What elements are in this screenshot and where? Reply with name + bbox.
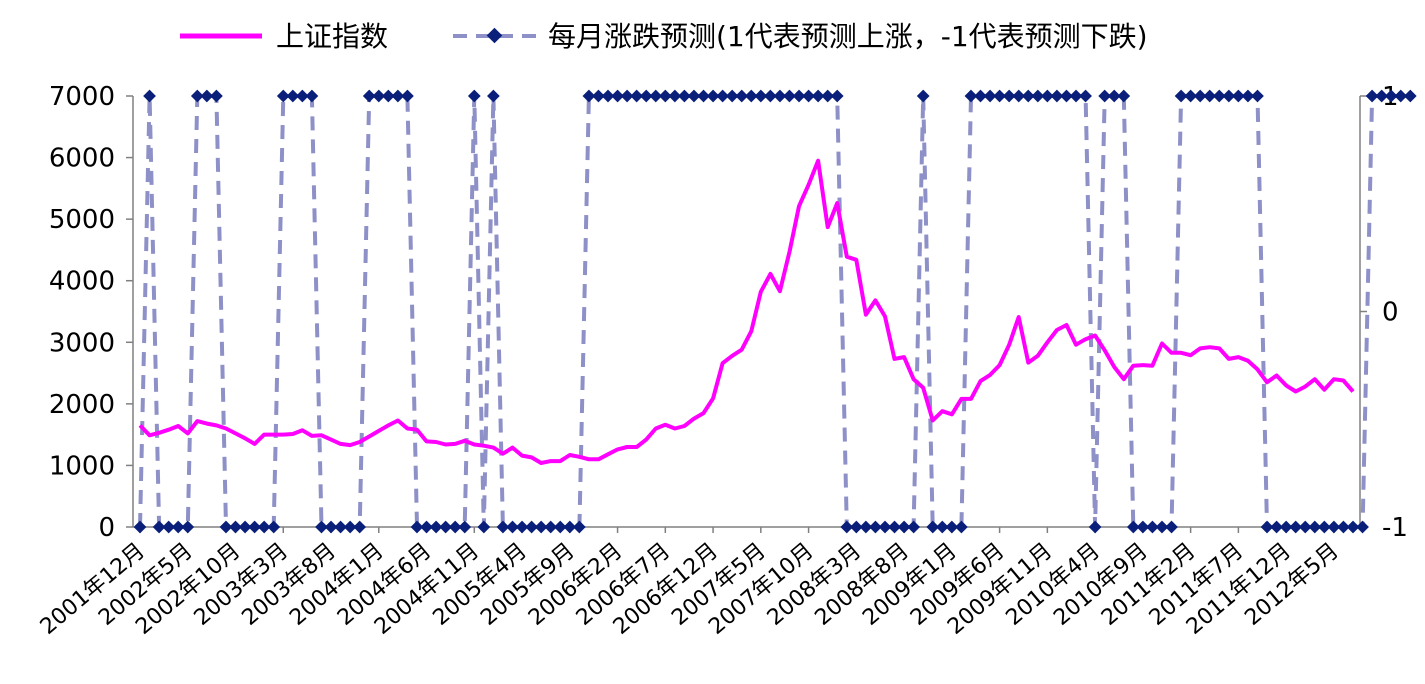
left-tick-label: 3000: [49, 328, 115, 358]
prediction-point: [1079, 89, 1092, 103]
prediction-series: [133, 89, 1417, 534]
left-tick-label: 0: [98, 513, 115, 543]
prediction-point: [572, 520, 586, 534]
x-axis-ticks: 2001年12月2002年5月2002年10月2003年3月2003年8月200…: [36, 527, 1344, 640]
prediction-point: [916, 89, 930, 103]
left-axis-ticks: 0 1000 2000 3000 4000 5000 6000 7000: [49, 82, 133, 543]
left-tick-label: 7000: [49, 82, 115, 112]
prediction-point: [506, 520, 519, 534]
right-axis-ticks: -101: [1360, 82, 1408, 543]
index-line: [138, 158, 1355, 465]
prediction-point: [1117, 89, 1131, 103]
prediction-point: [305, 89, 319, 103]
legend-prediction-label: 每月涨跌预测(1代表预测上涨，-1代表预测下跌): [548, 20, 1148, 53]
prediction-point: [286, 89, 300, 103]
left-tick-label: 6000: [49, 144, 115, 174]
legend: 上证指数 每月涨跌预测(1代表预测上涨，-1代表预测下跌): [180, 20, 1148, 53]
prediction-point: [190, 89, 204, 103]
prediction-point: [1165, 520, 1178, 534]
index-series: [138, 158, 1355, 465]
left-tick-label: 5000: [49, 205, 115, 235]
plot-area: [133, 89, 1417, 534]
right-tick-label: 0: [1382, 298, 1399, 328]
legend-prediction-marker: [486, 27, 503, 44]
prediction-point: [267, 520, 281, 534]
prediction-point: [955, 520, 968, 534]
prediction-point: [477, 520, 491, 534]
prediction-point: [907, 520, 921, 534]
prediction-point: [487, 89, 500, 103]
prediction-point: [276, 89, 290, 103]
prediction-point: [200, 89, 214, 103]
prediction-line: [138, 94, 1411, 529]
prediction-point: [372, 89, 386, 103]
prediction-point: [381, 89, 395, 103]
left-tick-label: 1000: [49, 451, 115, 481]
legend-index-label: 上证指数: [276, 20, 388, 53]
prediction-point: [467, 89, 481, 103]
left-tick-label: 4000: [49, 267, 115, 297]
prediction-point: [1021, 89, 1035, 103]
prediction-point: [210, 89, 223, 103]
prediction-point: [1403, 89, 1417, 103]
prediction-point: [296, 89, 309, 103]
prediction-point: [391, 89, 405, 103]
left-tick-label: 2000: [49, 390, 115, 420]
prediction-point: [458, 520, 472, 534]
prediction-point: [1356, 520, 1369, 534]
prediction-point: [1088, 520, 1102, 534]
prediction-point: [181, 520, 195, 534]
prediction-point: [1251, 89, 1264, 103]
prediction-point: [353, 520, 367, 534]
prediction-point: [362, 89, 376, 103]
prediction-point: [133, 520, 147, 534]
prediction-point: [143, 89, 156, 103]
prediction-point: [830, 89, 844, 103]
prediction-point: [401, 89, 414, 103]
right-tick-label: -1: [1382, 513, 1408, 543]
